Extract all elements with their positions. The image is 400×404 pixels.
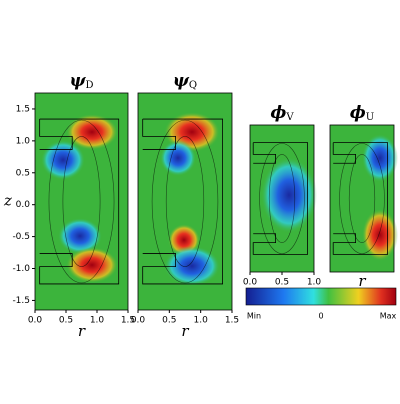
streamline — [62, 136, 101, 267]
coil-outline — [142, 118, 223, 285]
colorbar-label: 0 — [318, 312, 323, 321]
y-tick-label: 1.5 — [16, 104, 30, 114]
y-tick-label: 1.0 — [16, 136, 31, 146]
y-tick-label: -1.5 — [12, 296, 30, 306]
title-subscript: D — [85, 80, 93, 91]
x-tick-label: 0.5 — [59, 316, 73, 326]
field-blob — [261, 157, 317, 233]
title-symbol: ϕ — [350, 103, 366, 123]
y-tick-label: 0.5 — [16, 168, 30, 178]
x-axis-label: r — [358, 272, 366, 290]
x-tick-label: 1.0 — [90, 316, 105, 326]
y-tick-label: -1.0 — [12, 264, 30, 274]
streamline — [48, 119, 115, 284]
field-blob — [58, 218, 102, 254]
field-blob — [41, 140, 85, 180]
plots: 0.0 0.5 1.0 1.51.51.00.50.0-0.5-1.0-1.5rzψD… — [3, 71, 398, 340]
x-tick-label: 0.0 — [28, 316, 43, 326]
field-blob — [362, 209, 398, 261]
colorbar-label: Min — [247, 312, 261, 321]
colorbar — [245, 287, 397, 306]
title-subscript: U — [366, 112, 374, 123]
field-blob — [362, 134, 398, 182]
panel-title: ϕU — [350, 103, 374, 123]
x-tick-label: 1.0 — [194, 316, 209, 326]
x-tick-label: 0.5 — [162, 316, 176, 326]
panel-title: ψD — [69, 71, 93, 91]
panel-title: ϕV — [270, 103, 294, 123]
coil-outline — [252, 142, 308, 255]
title-symbol: ϕ — [270, 103, 286, 123]
x-tick-label: 0.0 — [243, 278, 258, 288]
panel-title: ψQ — [173, 71, 197, 91]
streamline — [268, 154, 296, 243]
title-symbol: ψ — [173, 71, 190, 91]
streamline — [339, 143, 385, 254]
y-tick-label: 0.0 — [16, 200, 31, 210]
field-blob — [66, 114, 118, 150]
field-blob — [160, 140, 196, 176]
x-tick-label: 0.0 — [131, 316, 146, 326]
streamline — [165, 136, 205, 267]
plot-frame — [329, 124, 395, 273]
title-subscript: V — [285, 112, 294, 123]
y-tick-label: -0.5 — [12, 232, 30, 242]
coil-outline — [332, 142, 388, 255]
x-axis-label: r — [181, 322, 189, 340]
x-tick-label: 1.0 — [307, 278, 322, 288]
x-tick-label: 1.5 — [225, 316, 239, 326]
streamline — [259, 143, 305, 254]
title-subscript: Q — [189, 80, 197, 91]
coil-outline — [39, 118, 120, 285]
field-blob — [164, 246, 220, 286]
plot-frame — [137, 92, 233, 311]
plot-frame — [34, 92, 129, 311]
title-symbol: ψ — [69, 71, 86, 91]
colorbar-label: Max — [380, 312, 397, 321]
x-axis-label: r — [78, 322, 86, 340]
x-tick-label: 0.5 — [275, 278, 289, 288]
streamline — [151, 119, 219, 284]
y-axis-label: z — [3, 192, 12, 210]
x-tick-label: 1.5 — [121, 316, 135, 326]
streamline — [348, 154, 376, 243]
field-blob — [66, 247, 118, 283]
